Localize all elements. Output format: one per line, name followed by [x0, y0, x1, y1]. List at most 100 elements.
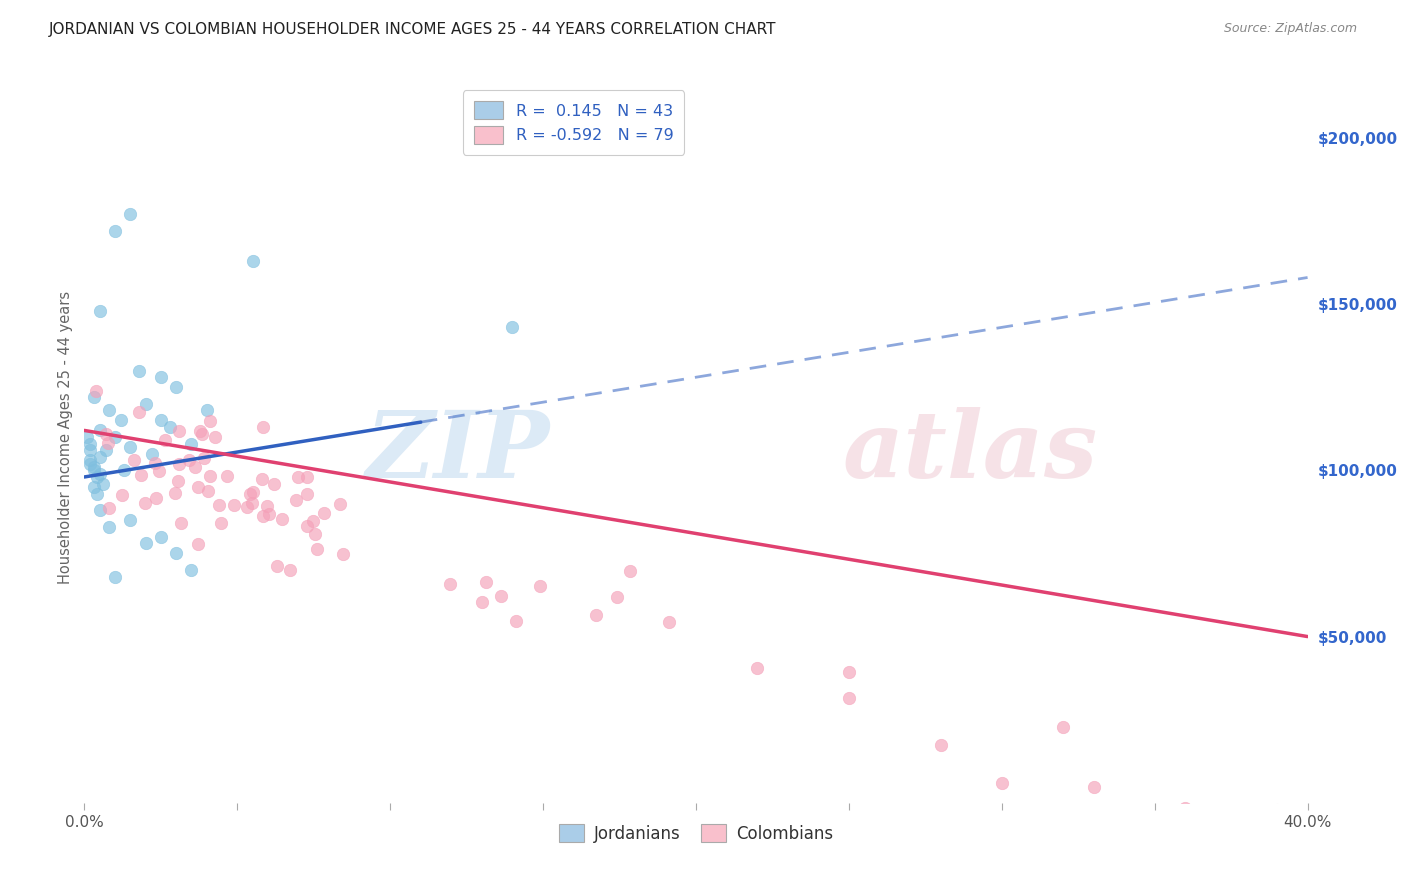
- Point: [1174, 801, 1197, 815]
- Point: [167, 425, 190, 439]
- Text: Source: ZipAtlas.com: Source: ZipAtlas.com: [1223, 22, 1357, 36]
- Point: [252, 420, 274, 434]
- Point: [489, 589, 512, 603]
- Point: [83, 460, 105, 475]
- Point: [159, 420, 181, 434]
- Point: [280, 563, 302, 577]
- Point: [83, 390, 105, 404]
- Point: [1052, 720, 1074, 734]
- Point: [94, 443, 117, 458]
- Point: [991, 776, 1014, 790]
- Point: [143, 456, 166, 470]
- Point: [122, 453, 145, 467]
- Point: [1083, 780, 1105, 794]
- Point: [312, 506, 335, 520]
- Point: [193, 451, 215, 466]
- Point: [619, 564, 641, 578]
- Point: [131, 467, 153, 482]
- Point: [209, 516, 232, 531]
- Point: [135, 536, 157, 550]
- Point: [1236, 809, 1258, 823]
- Point: [256, 499, 278, 513]
- Point: [208, 498, 231, 512]
- Point: [287, 470, 309, 484]
- Point: [505, 614, 527, 628]
- Point: [86, 486, 108, 500]
- Point: [332, 547, 354, 561]
- Point: [96, 427, 118, 442]
- Point: [658, 615, 681, 629]
- Point: [529, 579, 551, 593]
- Point: [120, 513, 142, 527]
- Point: [110, 413, 132, 427]
- Y-axis label: Householder Income Ages 25 - 44 years: Householder Income Ages 25 - 44 years: [58, 291, 73, 583]
- Point: [86, 384, 108, 399]
- Point: [239, 487, 262, 501]
- Point: [585, 608, 607, 623]
- Point: [141, 447, 163, 461]
- Text: JORDANIAN VS COLOMBIAN HOUSEHOLDER INCOME AGES 25 - 44 YEARS CORRELATION CHART: JORDANIAN VS COLOMBIAN HOUSEHOLDER INCOM…: [49, 22, 776, 37]
- Point: [149, 413, 172, 427]
- Text: atlas: atlas: [842, 407, 1098, 497]
- Point: [155, 434, 177, 448]
- Point: [1205, 835, 1227, 849]
- Point: [747, 661, 769, 675]
- Text: ZIP: ZIP: [366, 407, 550, 497]
- Point: [198, 469, 221, 483]
- Point: [79, 443, 101, 458]
- Point: [83, 463, 105, 477]
- Point: [166, 474, 188, 488]
- Point: [329, 497, 352, 511]
- Point: [304, 527, 326, 541]
- Point: [86, 470, 108, 484]
- Point: [191, 427, 214, 442]
- Point: [242, 496, 264, 510]
- Point: [297, 470, 319, 484]
- Point: [271, 511, 294, 525]
- Point: [165, 380, 187, 394]
- Point: [252, 508, 274, 523]
- Point: [83, 480, 105, 494]
- Point: [242, 485, 264, 500]
- Point: [128, 405, 150, 419]
- Point: [195, 403, 218, 417]
- Point: [111, 488, 134, 502]
- Point: [76, 430, 98, 444]
- Point: [120, 440, 142, 454]
- Point: [838, 690, 860, 705]
- Point: [250, 472, 273, 486]
- Point: [165, 546, 187, 560]
- Point: [242, 253, 264, 268]
- Point: [297, 519, 319, 533]
- Point: [79, 457, 101, 471]
- Point: [474, 574, 496, 589]
- Point: [104, 430, 127, 444]
- Point: [259, 507, 281, 521]
- Point: [91, 476, 114, 491]
- Point: [128, 363, 150, 377]
- Point: [134, 496, 156, 510]
- Point: [89, 450, 111, 464]
- Point: [104, 570, 127, 584]
- Point: [295, 487, 318, 501]
- Point: [97, 520, 120, 534]
- Point: [177, 452, 200, 467]
- Point: [301, 515, 323, 529]
- Point: [104, 224, 127, 238]
- Point: [79, 436, 101, 450]
- Point: [204, 430, 226, 444]
- Point: [236, 500, 259, 514]
- Point: [197, 483, 219, 498]
- Point: [145, 491, 167, 505]
- Point: [120, 207, 142, 221]
- Point: [215, 469, 238, 483]
- Point: [163, 485, 186, 500]
- Point: [149, 370, 172, 384]
- Point: [187, 480, 209, 494]
- Point: [89, 503, 111, 517]
- Point: [180, 563, 202, 577]
- Point: [112, 463, 135, 477]
- Point: [170, 516, 193, 530]
- Point: [148, 464, 170, 478]
- Point: [184, 460, 207, 475]
